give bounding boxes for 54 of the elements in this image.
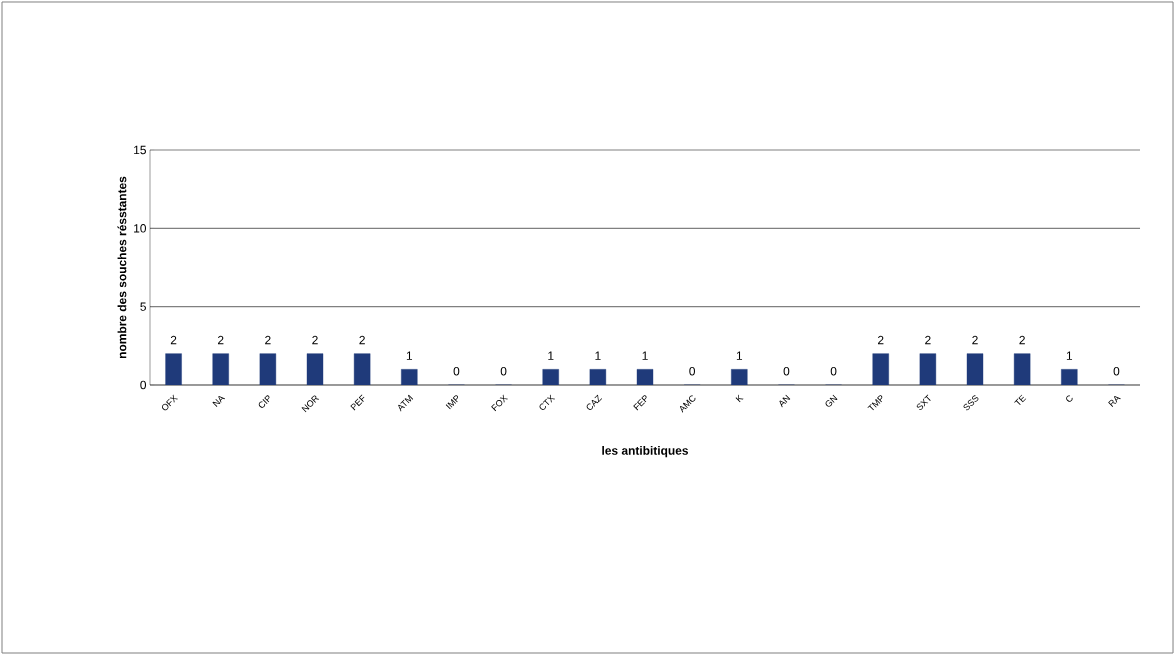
bar <box>165 353 182 385</box>
data-label: 0 <box>453 367 460 376</box>
x-axis-title: les antibitiques <box>602 446 689 458</box>
bar <box>919 353 937 385</box>
data-label: 2 <box>265 335 271 345</box>
data-label: 2 <box>312 335 318 345</box>
data-label: 2 <box>359 335 365 345</box>
bar <box>353 353 371 385</box>
data-label: 1 <box>642 351 648 360</box>
bar <box>1013 353 1031 385</box>
data-label: 1 <box>406 351 413 360</box>
x-tick-label: CAZ <box>586 394 603 410</box>
bar <box>636 369 654 385</box>
bar <box>401 369 418 385</box>
x-tick-label: CIP <box>258 395 270 408</box>
data-label: 1 <box>1066 351 1073 360</box>
data-label: 2 <box>1019 335 1025 345</box>
bar <box>212 353 229 385</box>
bar <box>731 369 748 385</box>
data-label: 1 <box>548 351 554 360</box>
y-tick-label: 5 <box>140 302 146 311</box>
data-label: 2 <box>925 335 931 345</box>
data-label: 0 <box>783 367 790 376</box>
data-label: 2 <box>170 335 177 345</box>
data-label: 2 <box>972 335 978 345</box>
x-tick-label: K <box>735 394 744 403</box>
x-tick-label: GN <box>825 394 838 407</box>
bar <box>1061 369 1078 385</box>
data-label: 0 <box>689 367 696 376</box>
y-axis-title: nombre des souches résstantes <box>117 176 127 359</box>
bar <box>872 353 889 385</box>
x-tick-label: TE <box>1014 394 1027 406</box>
data-label: 0 <box>1113 367 1120 376</box>
x-tick-label: IMP <box>445 395 458 410</box>
data-label: 1 <box>595 351 601 360</box>
y-tick-label: 15 <box>134 145 146 155</box>
data-label: 2 <box>877 335 884 345</box>
y-tick-label: 0 <box>140 380 147 390</box>
x-tick-label: RA <box>1108 395 1121 407</box>
x-tick-label: C <box>1066 395 1073 402</box>
y-tick-label: 10 <box>134 224 147 233</box>
bar <box>589 369 607 385</box>
data-label: 0 <box>500 367 507 376</box>
data-label: 2 <box>217 335 224 345</box>
bar <box>259 353 277 385</box>
x-tick-label: CTX <box>539 394 556 410</box>
x-tick-label: NA <box>212 395 226 407</box>
x-tick-label: AN <box>779 394 791 408</box>
bar <box>542 369 559 385</box>
data-label: 0 <box>830 367 837 376</box>
bar <box>306 353 324 385</box>
bar <box>966 353 984 385</box>
data-label: 1 <box>736 351 743 360</box>
x-tick-label: TMP <box>867 395 883 411</box>
